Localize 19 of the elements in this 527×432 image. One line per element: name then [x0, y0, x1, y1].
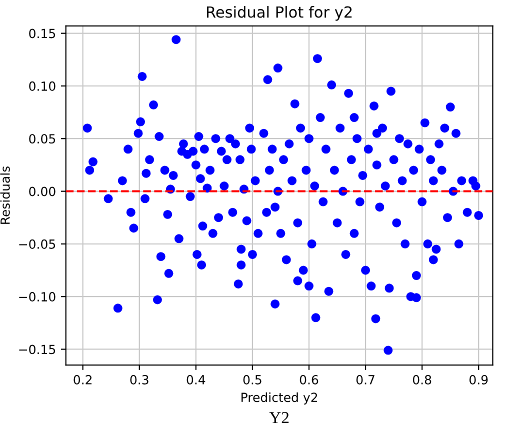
- y-tick-label: 0.15: [29, 28, 56, 38]
- text: Y2: [269, 412, 289, 424]
- x-axis-title: Predicted y2: [242, 392, 318, 405]
- y-tick-label: 0.05: [29, 134, 56, 144]
- y-tick-label: 0.10: [29, 81, 56, 91]
- y-axis-title: Residuals: [0, 166, 10, 224]
- x-tick-label: 0.2: [74, 374, 92, 384]
- x-tick-label: 0.5: [243, 374, 262, 384]
- y-tick-label: −0.15: [19, 344, 56, 354]
- y-tick-label: 0.00: [29, 186, 56, 196]
- x-tick-label: 0.7: [356, 374, 374, 384]
- y-tick-label: −0.10: [19, 292, 56, 302]
- x-tick-label: 0.6: [300, 374, 318, 384]
- x-tick-label: 0.9: [469, 374, 488, 384]
- x-tick-label: 0.8: [412, 374, 432, 384]
- x-tick-label: 0.3: [130, 374, 148, 384]
- chart-title: Residual Plot for y2: [206, 6, 352, 21]
- x-tick-label: 0.4: [186, 374, 206, 384]
- y-tick-label: −0.05: [19, 239, 56, 249]
